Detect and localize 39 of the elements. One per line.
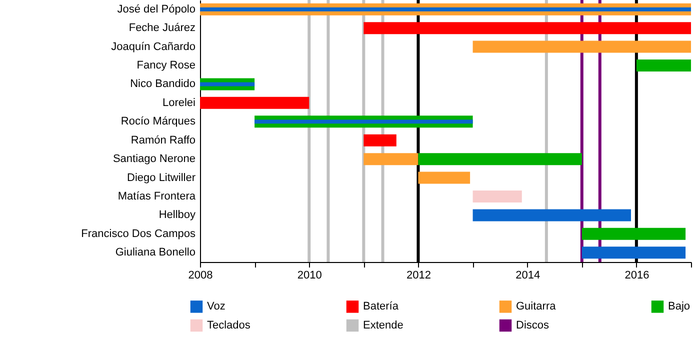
legend-label: Teclados — [207, 320, 251, 332]
y-tick-label: Santiago Nerone — [112, 153, 196, 166]
legend-label: Bajo — [668, 300, 690, 313]
y-tick-label: Joaquín Cañardo — [111, 40, 196, 53]
bar — [472, 40, 691, 53]
x-tick-label: 2008 — [188, 270, 213, 282]
y-tick-label: Nico Bandido — [130, 78, 196, 90]
bar — [364, 153, 418, 166]
legend-label: Discos — [516, 320, 550, 332]
bar — [200, 82, 255, 86]
bar — [200, 96, 310, 109]
y-tick-label: Diego Litwiller — [127, 172, 196, 184]
y-tick-label: Ramón Raffo — [130, 134, 196, 146]
y-tick-label: Giuliana Bonello — [115, 246, 196, 259]
bar — [364, 22, 691, 34]
bar — [254, 120, 473, 124]
legend-label: Extende — [363, 320, 404, 332]
bar — [364, 134, 396, 146]
x-tick-label: 2016 — [624, 270, 650, 282]
x-tick-label: 2012 — [406, 270, 431, 282]
legend-label: Voz — [207, 300, 226, 313]
y-tick-label: Matías Frontera — [118, 190, 196, 202]
x-tick-label: 2010 — [297, 270, 322, 282]
bar — [582, 228, 686, 240]
bar — [472, 190, 522, 202]
y-tick-label: Rocío Márques — [120, 116, 196, 128]
bar — [418, 153, 582, 166]
y-tick-label: Hellboy — [158, 209, 196, 222]
legend-label: Batería — [363, 300, 400, 313]
bar — [200, 7, 691, 12]
y-tick-label: Lorelei — [162, 96, 196, 109]
y-tick-label: Feche Juárez — [128, 22, 196, 34]
bar — [418, 172, 470, 184]
bar — [636, 60, 691, 72]
y-tick-label: Francisco Dos Campos — [81, 228, 196, 240]
y-tick-label: Fancy Rose — [136, 60, 196, 72]
legend-label: Guitarra — [516, 300, 557, 313]
x-tick-label: 2014 — [516, 270, 540, 282]
y-tick-label: José del Pópolo — [117, 3, 196, 16]
